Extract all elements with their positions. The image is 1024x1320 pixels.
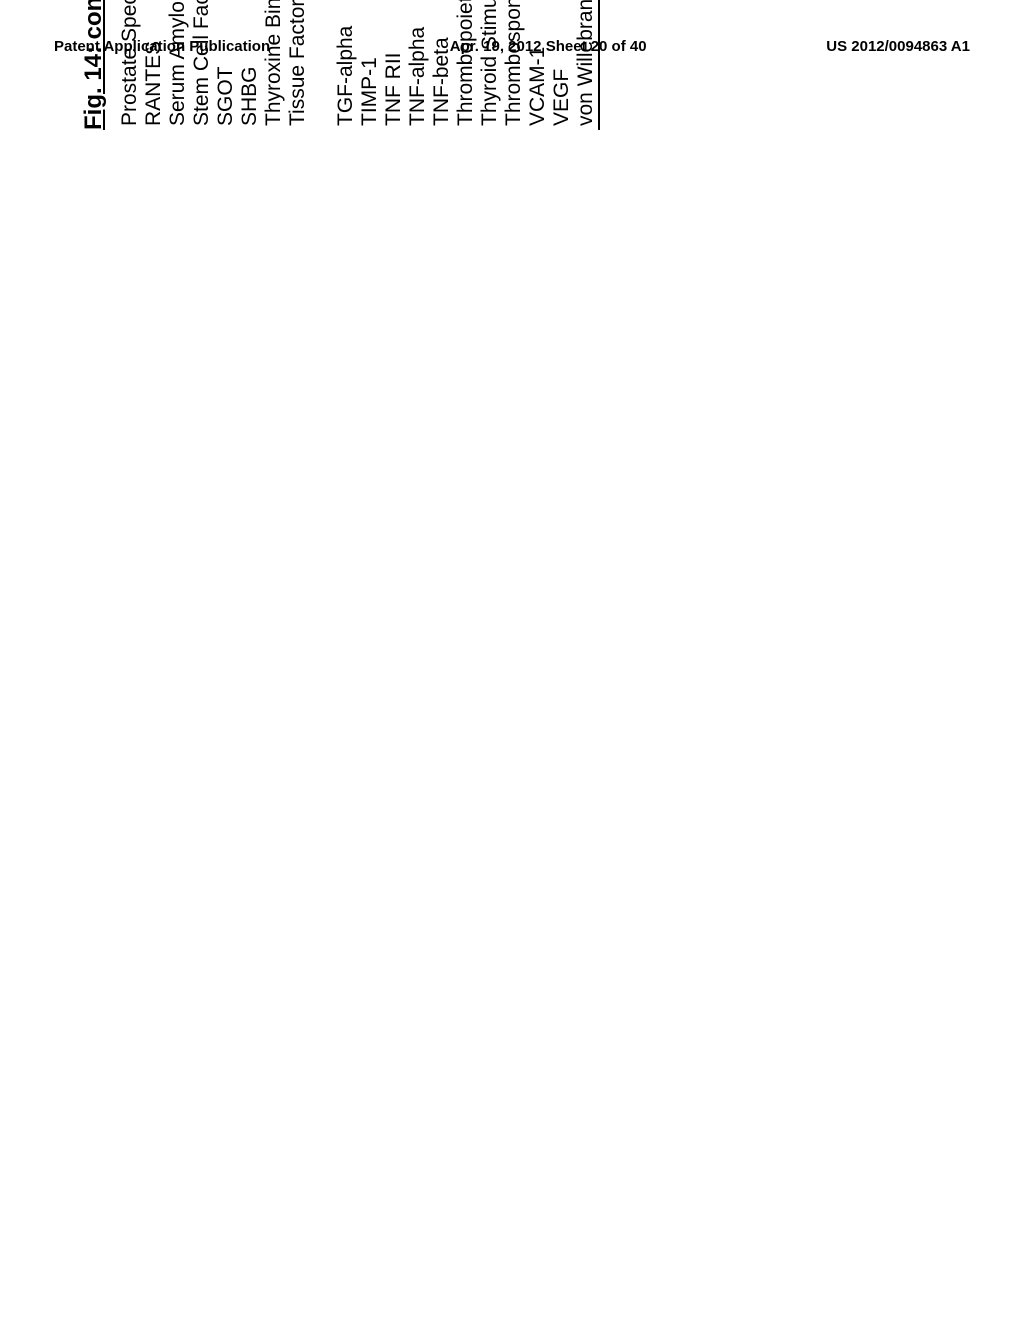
row-label: SHBG bbox=[238, 0, 262, 130]
row-label: TNF-alpha bbox=[406, 0, 430, 130]
row-label: TGF-alpha bbox=[334, 0, 358, 130]
row-label: Stem Cell Factor bbox=[190, 0, 214, 130]
row-label: Thrombospondin-1 bbox=[502, 0, 526, 130]
table-row: Tissue Factor0.010.950.950.080.870.94-0.… bbox=[286, 0, 310, 130]
figure-title: Fig. 14: contd. bbox=[80, 0, 108, 130]
table-row: 4.00E- bbox=[310, 0, 334, 130]
row-label: Thrombopoietin bbox=[454, 0, 478, 130]
row-label: Prostate Specific Antigen Free bbox=[118, 0, 142, 130]
row-label: VEGF bbox=[550, 0, 574, 130]
table-row: von Willebrand Factor0.030.780.86-0.380.… bbox=[574, 0, 599, 130]
table-row: TNF-alpha0.090.340.54-0.220.310.87-0.310… bbox=[406, 0, 430, 130]
row-label: TNF RII bbox=[382, 0, 406, 130]
table-row: TIMP-1-0.280.0010.0097-0.40.0730.58-0.49… bbox=[358, 0, 382, 130]
data-table: Prostate Specific Antigen Free0.40.0120.… bbox=[118, 0, 600, 130]
table-row: Stem Cell Factor0.080.510.69-0.180.330.8… bbox=[190, 0, 214, 130]
table-row: Thrombospondin-10.280.20.35-0.070.890.94… bbox=[502, 0, 526, 130]
table-row: SHBG-0.070.280.460.150.420.870.20.280.88 bbox=[238, 0, 262, 130]
row-label: Tissue Factor bbox=[286, 0, 310, 130]
row-label: Thyroid Stimulating Hormone bbox=[478, 0, 502, 130]
figure-container: Fig. 14: contd. Prostate Specific Antige… bbox=[80, 0, 600, 130]
row-label: Serum Amyloid P bbox=[166, 0, 190, 130]
table-row: Thyroxine Binding Globulin-0.10.0190.074… bbox=[262, 0, 286, 130]
table-row: Prostate Specific Antigen Free0.40.0120.… bbox=[118, 0, 142, 130]
table-row: Serum Amyloid P-0.210.000110.00180.030.8… bbox=[166, 0, 190, 130]
table-row: VCAM-1-0.030.550.69-0.030.80.93-0.020.86… bbox=[526, 0, 550, 130]
row-label: SGOT bbox=[214, 0, 238, 130]
table-row: TNF RII-0.030.570.71-0.080.610.87-0.080.… bbox=[382, 0, 406, 130]
table-row: Thrombopoietin0.170.250.420.210.660.880.… bbox=[454, 0, 478, 130]
table-row: Thyroid Stimulating Hormone-0.450.000130… bbox=[478, 0, 502, 130]
row-label: TNF-beta bbox=[430, 0, 454, 130]
header-right: US 2012/0094863 A1 bbox=[826, 38, 978, 55]
row-label: VCAM-1 bbox=[526, 0, 550, 130]
row-label: TIMP-1 bbox=[358, 0, 382, 130]
table-row: TGF-alpha1.63060.00018-0.70.350.87-0.550… bbox=[334, 0, 358, 130]
row-label: Thyroxine Binding Globulin bbox=[262, 0, 286, 130]
row-label: RANTES bbox=[142, 0, 166, 130]
table-row: RANTES0.210.190.350.050.910.94-0.090.860… bbox=[142, 0, 166, 130]
row-label bbox=[310, 0, 334, 130]
table-row: SGOT-0.150.520.69-0.090.910.940.030.970.… bbox=[214, 0, 238, 130]
table-row: TNF-beta0.050.720.820.210.370.870.390.08… bbox=[430, 0, 454, 130]
row-label: von Willebrand Factor bbox=[574, 0, 599, 130]
table-row: VEGF-0.050.420.61-0.030.870.94-0.090.620… bbox=[550, 0, 574, 130]
